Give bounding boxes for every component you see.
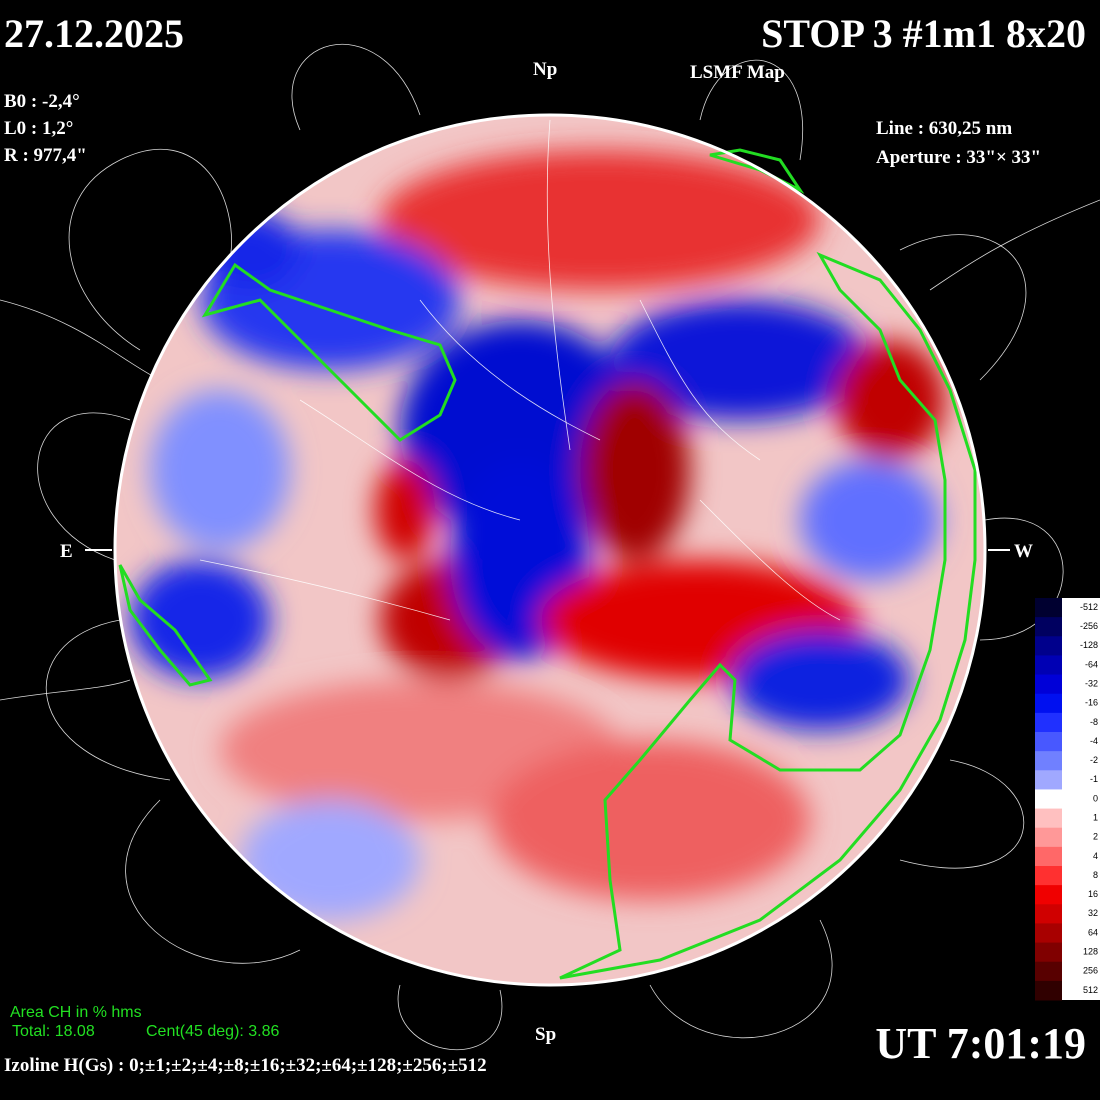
colorbar-label: 1 — [1093, 813, 1098, 823]
colorbar-label: -16 — [1085, 698, 1098, 708]
colorbar-swatch — [1035, 655, 1062, 676]
ephemeris-r: R : 977,4" — [4, 145, 87, 166]
colorbar-label: -512 — [1080, 602, 1098, 612]
colorbar-swatch — [1035, 732, 1062, 752]
colorbar-label: 2 — [1093, 832, 1098, 842]
colorbar-label: -4 — [1090, 736, 1098, 746]
colorbar-swatch — [1035, 808, 1062, 829]
coronal-hole-contours — [118, 148, 977, 980]
colorbar-label-panel — [1062, 598, 1100, 1000]
colorbar-label: 0 — [1093, 793, 1098, 803]
colorbar-label: 4 — [1093, 851, 1098, 861]
colorbar-label: 16 — [1088, 889, 1098, 899]
colorbar-swatch — [1035, 751, 1062, 771]
colorbar-label: 8 — [1093, 870, 1098, 880]
colorbar-swatch — [1035, 693, 1062, 714]
colorbar-label: 32 — [1088, 908, 1098, 918]
colorbar-label: 128 — [1083, 947, 1098, 957]
colorbar-swatch — [1035, 846, 1062, 867]
colorbar-swatch — [1035, 636, 1062, 656]
colorbar-swatch — [1035, 923, 1062, 944]
title: STOP 3 #1m1 8x20 — [761, 11, 1086, 56]
colorbar-swatch — [1035, 980, 1062, 1001]
colorbar-label: -64 — [1085, 659, 1098, 669]
ch-title: Area CH in % hms — [10, 1004, 142, 1021]
date: 27.12.2025 — [4, 11, 184, 56]
colorbar-swatch — [1035, 789, 1062, 810]
colorbar-label: -8 — [1090, 717, 1098, 727]
isolines: Izoline H(Gs) : 0;±1;±2;±4;±8;±16;±32;±6… — [4, 1055, 487, 1076]
colorbar-label: -128 — [1080, 640, 1098, 650]
colorbar-swatch — [1035, 942, 1062, 963]
east-label: E — [60, 541, 73, 562]
aperture-info: Aperture : 33"× 33" — [876, 147, 1041, 168]
ephemeris-l0: L0 : 1,2° — [4, 118, 73, 139]
colorbar-label: 64 — [1088, 927, 1098, 937]
subtitle: LSMF Map — [690, 62, 785, 83]
colorbar-swatch — [1035, 961, 1062, 982]
colorbar-swatch — [1035, 770, 1062, 790]
colorbar-swatch — [1035, 598, 1062, 618]
colorbar: -512 -256 -128 -64 -32 -16 -8 -4 -2 -1 0 1 2 4 8 16 32 64… — [1035, 598, 1098, 1001]
colorbar-label: 512 — [1083, 985, 1098, 995]
colorbar-swatch — [1035, 674, 1062, 695]
north-label: Np — [533, 59, 557, 80]
colorbar-swatch — [1035, 904, 1062, 924]
ephemeris-b0: B0 : -2,4° — [4, 91, 80, 112]
solar-disk — [115, 115, 985, 985]
colorbar-label: 256 — [1083, 966, 1098, 976]
ch-central: Cent(45 deg): 3.86 — [146, 1023, 280, 1040]
colorbar-swatch — [1035, 827, 1062, 848]
colorbar-swatch — [1035, 617, 1062, 637]
limb — [113, 113, 987, 987]
colorbar-label: -2 — [1090, 755, 1098, 765]
colorbar-label: -32 — [1085, 679, 1098, 689]
colorbar-swatch — [1035, 885, 1062, 905]
colorbar-swatch — [1035, 712, 1062, 733]
time: UT 7:01:19 — [875, 1019, 1086, 1068]
field-lines-disk — [199, 119, 841, 621]
ch-total: Total: 18.08 — [12, 1023, 95, 1040]
colorbar-label: -1 — [1090, 774, 1098, 784]
colorbar-swatch — [1035, 866, 1062, 886]
south-label: Sp — [535, 1024, 556, 1045]
west-label: W — [1014, 541, 1033, 562]
colorbar-label: -256 — [1080, 621, 1098, 631]
line-info: Line : 630,25 nm — [876, 118, 1012, 139]
